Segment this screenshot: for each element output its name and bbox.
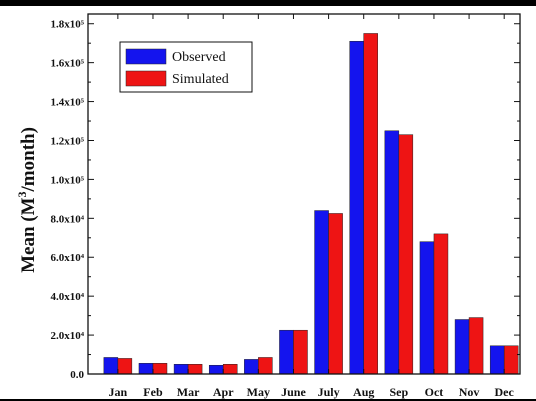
x-tick-label-mar: Mar — [177, 385, 200, 399]
legend-label-simulated: Simulated — [172, 72, 229, 87]
bar-simulated-sep — [398, 134, 414, 375]
x-tick-label-july: July — [318, 385, 340, 399]
bottom-border — [0, 399, 536, 401]
bar-simulated-apr — [222, 364, 238, 375]
y-axis-label-suffix: /month) — [18, 127, 39, 192]
y-tick-label: 6.0x10⁴ — [50, 252, 84, 264]
bar-observed-may — [244, 359, 259, 375]
bar-observed-jan — [103, 357, 119, 375]
bar-simulated-nov — [468, 317, 484, 375]
plot-frame — [87, 13, 521, 375]
bar-observed-july — [314, 210, 329, 375]
bar-simulated-aug — [363, 33, 378, 375]
bar-simulated-jan — [117, 358, 133, 375]
y-axis-label-superscript: 3 — [15, 191, 29, 197]
legend-label-observed: Observed — [172, 50, 226, 65]
bar-observed-nov — [454, 319, 470, 375]
x-tick-label-dec: Dec — [495, 385, 515, 399]
bar-simulated-dec — [503, 345, 519, 375]
x-tick-label-aug: Aug — [353, 385, 374, 399]
y-tick-label: 8.0x10⁴ — [50, 213, 84, 225]
bar-observed-oct — [419, 241, 435, 375]
x-tick-label-sep: Sep — [389, 385, 408, 399]
y-axis-label: Mean (M3/month) — [15, 127, 39, 273]
x-tick-label-oct: Oct — [425, 385, 444, 399]
bar-observed-june — [279, 329, 294, 375]
bar-observed-sep — [384, 130, 400, 375]
legend-swatch-simulated — [125, 70, 167, 87]
y-tick-label: 1.0x10⁵ — [50, 174, 84, 186]
bar-observed-dec — [489, 345, 505, 375]
y-tick-label: 1.6x10⁵ — [50, 58, 84, 70]
x-tick-label-jan: Jan — [109, 385, 128, 399]
x-tick-label-may: May — [247, 385, 270, 399]
bar-observed-aug — [349, 40, 364, 375]
bar-simulated-june — [293, 329, 308, 375]
bar-observed-mar — [173, 364, 189, 375]
y-tick-label: 1.4x10⁵ — [50, 97, 84, 109]
y-tick-label: 1.2x10⁵ — [50, 135, 84, 147]
bar-simulated-oct — [433, 233, 449, 375]
y-tick-label: 2.0x10⁴ — [50, 330, 84, 342]
bar-simulated-may — [258, 357, 273, 375]
y-tick-label: 4.0x10⁴ — [50, 291, 84, 303]
x-tick-label-nov: Nov — [459, 385, 480, 399]
x-tick-label-feb: Feb — [143, 385, 163, 399]
y-tick-label: 0.0 — [70, 369, 84, 381]
bar-simulated-mar — [187, 364, 203, 375]
bar-simulated-july — [328, 213, 343, 375]
bar-observed-apr — [208, 364, 224, 375]
y-tick-label: 1.8x10⁵ — [50, 19, 84, 31]
bar-observed-feb — [138, 363, 154, 375]
bar-simulated-feb — [152, 363, 168, 375]
x-tick-label-june: June — [281, 385, 306, 399]
top-border — [0, 0, 536, 6]
legend-swatch-observed — [125, 48, 167, 65]
x-tick-label-apr: Apr — [213, 385, 234, 399]
